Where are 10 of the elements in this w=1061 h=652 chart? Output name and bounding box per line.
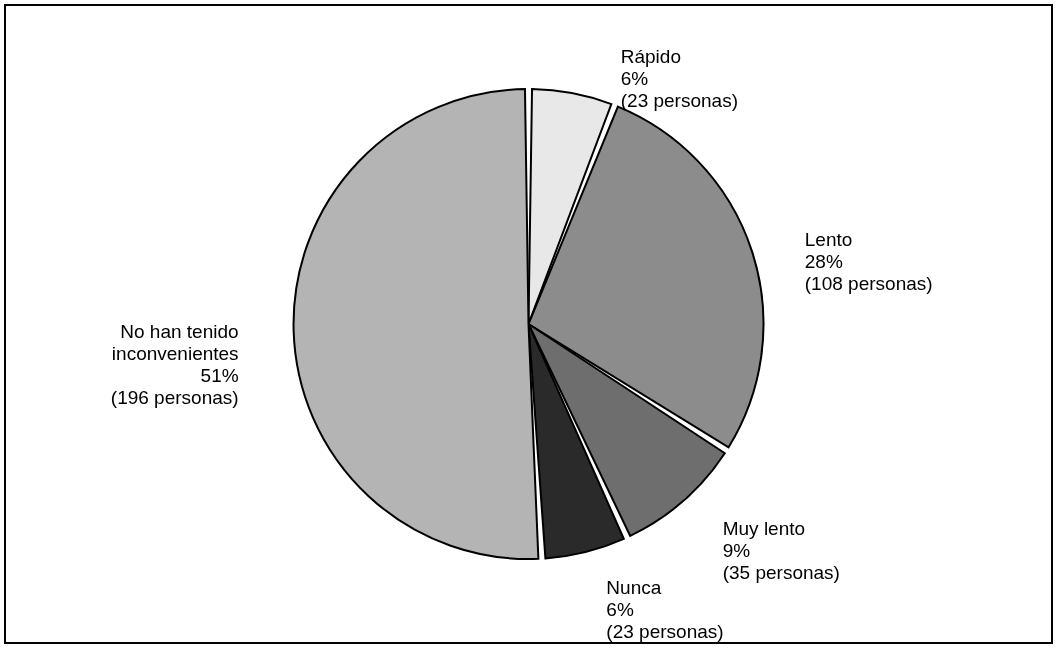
data-label: 6% (23 personas) (620, 67, 738, 111)
data-label: 9% (35 personas) (722, 539, 840, 583)
data-label: 28% (108 personas) (804, 250, 933, 294)
slice-label: Muy lento (722, 517, 806, 539)
data-label: 6% (23 personas) (606, 598, 724, 642)
slice-label: No han tenido inconvenientes (111, 320, 239, 364)
slice-label: Nunca (606, 576, 662, 598)
data-label: 51% (196 personas) (110, 364, 239, 408)
slice-label: Lento (804, 228, 853, 250)
slice-label: Rápido (620, 45, 681, 67)
